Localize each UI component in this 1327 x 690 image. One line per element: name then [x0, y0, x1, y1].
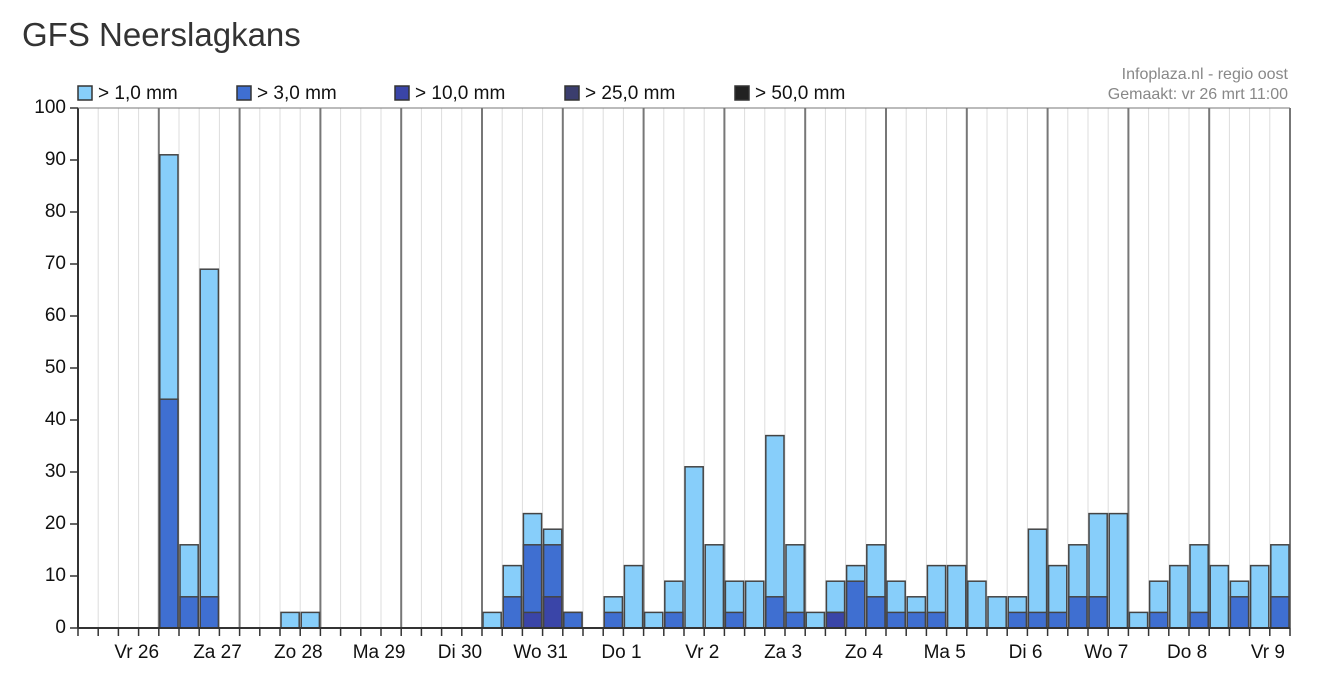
x-tick-label: Ma 29	[353, 642, 406, 663]
created: Gemaakt: vr 26 mrt 11:00	[1108, 86, 1288, 103]
y-tick-label: 20	[45, 513, 66, 534]
x-tick-label: Di 6	[1009, 642, 1043, 663]
x-tick-label: Za 27	[193, 642, 242, 663]
bar	[542, 596, 563, 629]
legend-swatch	[77, 85, 93, 101]
legend-label: > 3,0 mm	[257, 83, 337, 104]
bar	[704, 544, 725, 629]
y-tick-label: 90	[45, 149, 66, 170]
x-tick-label: Vr 9	[1251, 642, 1285, 663]
bar	[906, 611, 927, 629]
bar	[1007, 611, 1028, 629]
bar	[987, 596, 1007, 629]
bar	[805, 611, 826, 629]
x-tick-label: Wo 31	[513, 642, 568, 663]
bar	[1229, 596, 1250, 629]
bar	[199, 596, 220, 629]
bar	[1047, 611, 1068, 629]
y-tick-label: 0	[55, 617, 66, 638]
bar	[1209, 564, 1230, 629]
bar	[684, 466, 704, 629]
bar	[1189, 611, 1209, 629]
bar	[845, 580, 866, 629]
bar	[1249, 564, 1270, 629]
y-tick-label: 30	[45, 461, 66, 482]
legend-swatch	[564, 85, 580, 101]
x-tick-label: Wo 7	[1084, 642, 1128, 663]
y-tick-label: 60	[45, 305, 66, 326]
bar	[1148, 611, 1169, 629]
bar	[159, 398, 179, 629]
bar	[1068, 596, 1088, 629]
y-tick-label: 100	[34, 97, 66, 118]
bar	[724, 611, 745, 629]
bar	[603, 611, 624, 629]
bar	[744, 580, 765, 629]
bar	[1027, 611, 1048, 629]
bar	[563, 611, 583, 629]
x-tick-label: Do 1	[601, 642, 641, 663]
bar	[946, 564, 967, 629]
bar	[765, 596, 785, 629]
legend-swatch	[236, 85, 252, 101]
legend-label: > 10,0 mm	[415, 83, 505, 104]
bar	[967, 580, 987, 629]
x-tick-label: Zo 28	[274, 642, 323, 663]
y-tick-label: 50	[45, 357, 66, 378]
bar	[785, 611, 805, 629]
bar	[866, 596, 886, 629]
bar	[522, 611, 543, 629]
y-tick-label: 80	[45, 201, 66, 222]
legend-label: > 50,0 mm	[755, 83, 845, 104]
x-tick-label: Do 8	[1167, 642, 1207, 663]
y-tick-label: 70	[45, 253, 66, 274]
x-tick-label: Di 30	[438, 642, 482, 663]
source: Infoplaza.nl - regio oost	[1122, 66, 1289, 83]
legend-swatch	[734, 85, 750, 101]
bar	[1088, 596, 1108, 629]
legend-label: > 1,0 mm	[98, 83, 178, 104]
bar	[1128, 611, 1149, 629]
bar	[300, 611, 321, 629]
x-tick-label: Zo 4	[845, 642, 883, 663]
bar	[482, 611, 502, 629]
bar	[1169, 564, 1189, 629]
bar	[280, 611, 300, 629]
bar	[643, 611, 664, 629]
bar	[623, 564, 644, 629]
page-title: GFS Neerslagkans	[22, 16, 301, 53]
bar	[886, 611, 906, 629]
bar	[664, 611, 684, 629]
bar	[179, 596, 199, 629]
legend-label: > 25,0 mm	[585, 83, 675, 104]
bar	[926, 611, 947, 629]
legend-swatch	[394, 85, 410, 101]
bar	[502, 596, 523, 629]
x-tick-label: Za 3	[764, 642, 802, 663]
y-tick-label: 40	[45, 409, 66, 430]
bar	[199, 268, 220, 629]
y-tick-label: 10	[45, 565, 66, 586]
x-tick-label: Ma 5	[924, 642, 966, 663]
bar	[1270, 596, 1290, 629]
x-tick-label: Vr 2	[685, 642, 719, 663]
x-tick-label: Vr 26	[114, 642, 159, 663]
bar	[1108, 512, 1129, 629]
bar	[825, 611, 846, 629]
